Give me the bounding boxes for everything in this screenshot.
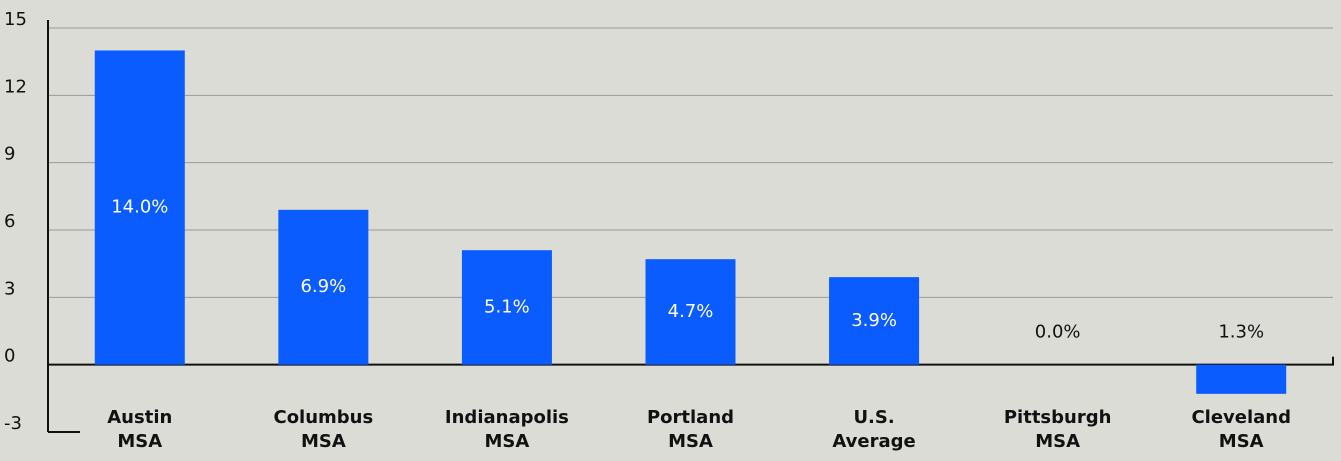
x-tick-line: MSA bbox=[1219, 431, 1264, 452]
bar bbox=[278, 209, 369, 365]
bar bbox=[645, 259, 736, 365]
x-tick-label: Indianapolis MSA bbox=[445, 407, 569, 452]
x-tick-label: U.S. Average bbox=[832, 407, 915, 452]
x-tick-label: Cleveland MSA bbox=[1191, 407, 1291, 452]
value-label: 5.1% bbox=[484, 296, 530, 317]
value-label: 14.0% bbox=[111, 197, 168, 218]
x-tick-label: Pittsburgh MSA bbox=[1004, 407, 1112, 452]
y-tick-label: 12 bbox=[4, 76, 27, 97]
x-tick-line: Austin bbox=[107, 407, 172, 428]
x-tick-line: Average bbox=[832, 431, 915, 452]
value-label: 6.9% bbox=[300, 276, 346, 297]
x-tick-line: MSA bbox=[1035, 431, 1080, 452]
x-tick-line: MSA bbox=[485, 431, 530, 452]
bar bbox=[1196, 364, 1287, 394]
bar bbox=[94, 50, 185, 365]
y-tick-label: 3 bbox=[4, 278, 15, 299]
x-tick-line: Columbus bbox=[273, 407, 373, 428]
x-tick-line: MSA bbox=[668, 431, 713, 452]
y-tick-label: 15 bbox=[4, 9, 27, 30]
x-tick-line: Cleveland bbox=[1191, 407, 1291, 428]
x-tick-line: MSA bbox=[117, 431, 162, 452]
value-label: 0.0% bbox=[1035, 322, 1081, 343]
x-tick-label: Austin MSA bbox=[107, 407, 172, 452]
value-label: 4.7% bbox=[668, 301, 714, 322]
bar bbox=[829, 277, 920, 365]
value-label: 3.9% bbox=[851, 310, 897, 331]
y-tick-label: 6 bbox=[4, 211, 15, 232]
x-tick-line: Indianapolis bbox=[445, 407, 569, 428]
x-tick-line: Portland bbox=[647, 407, 734, 428]
value-label: 1.3% bbox=[1218, 322, 1264, 343]
zero-axis bbox=[48, 356, 1334, 366]
x-tick-label: Portland MSA bbox=[647, 407, 734, 452]
x-tick-line: U.S. bbox=[853, 407, 894, 428]
x-tick-line: Pittsburgh bbox=[1004, 407, 1112, 428]
y-tick-label: 9 bbox=[4, 144, 15, 165]
x-tick-label: Columbus MSA bbox=[273, 407, 373, 452]
bar bbox=[461, 250, 552, 365]
x-tick-line: MSA bbox=[301, 431, 346, 452]
y-tick-label: 0 bbox=[4, 346, 15, 367]
y-tick-label: -3 bbox=[4, 413, 22, 434]
